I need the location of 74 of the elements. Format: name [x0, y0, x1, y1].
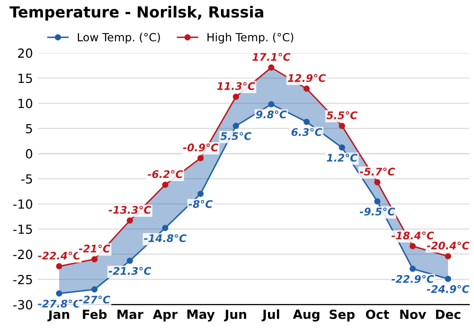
point: [410, 266, 416, 272]
point: [91, 256, 98, 262]
data-label: 12.9°C: [288, 74, 326, 82]
point: [338, 122, 346, 130]
point: [304, 118, 310, 126]
data-label: -20.4°C: [426, 242, 470, 250]
data-label: -9.5°C: [360, 208, 396, 216]
x-tick-label: Mar: [117, 310, 144, 320]
data-label: 1.2°C: [326, 154, 358, 162]
point: [444, 276, 452, 282]
x-tick-label: Jun: [224, 310, 246, 322]
point: [56, 290, 62, 297]
point: [444, 253, 452, 260]
data-label: -0.9°C: [183, 143, 218, 152]
data-label: -21°C: [78, 244, 110, 253]
x-tick-label: Feb: [82, 309, 107, 320]
data-label: -8°C: [188, 200, 213, 208]
y-tick-label: -10: [13, 199, 32, 209]
x-tick-label: Jul: [262, 309, 280, 322]
point: [338, 144, 346, 151]
point: [197, 154, 204, 162]
point: [126, 258, 133, 264]
data-label: -22.9°C: [392, 274, 434, 283]
point: [91, 286, 98, 293]
y-tick-label: 20: [18, 48, 32, 58]
data-label: -5.7°C: [360, 168, 396, 176]
data-label: 11.3°C: [217, 82, 256, 90]
data-label: -24.9°C: [426, 285, 470, 294]
x-tick-label: Sep: [330, 310, 355, 322]
y-tick-label: 5: [26, 124, 32, 134]
data-label: -22.4°C: [38, 252, 80, 260]
x-tick-label: May: [187, 310, 215, 322]
point: [304, 86, 310, 92]
y-tick-label: -25: [13, 274, 32, 284]
y-tick-label: -20: [13, 250, 32, 260]
data-label: -27.8°C: [38, 300, 80, 308]
data-label: 9.8°C: [256, 110, 287, 118]
point: [126, 217, 133, 224]
point: [232, 94, 240, 100]
data-label: -21.3°C: [108, 266, 152, 275]
data-label: -18.4°C: [392, 232, 434, 240]
data-label: -14.8°C: [144, 234, 187, 242]
data-label: 17.1°C: [252, 52, 290, 61]
legend-label: Low Temp. (°C): [78, 32, 160, 44]
y-tick-label: 0: [26, 149, 32, 159]
y-tick-label: 10: [18, 98, 32, 108]
point: [232, 122, 240, 130]
point: [268, 101, 274, 108]
point: [374, 198, 380, 205]
x-tick-label: Jan: [47, 310, 70, 322]
data-label: 6.3°C: [291, 128, 322, 136]
x-tick-label: Apr: [152, 310, 178, 322]
data-label: -6.2°C: [148, 170, 183, 178]
point: [56, 263, 62, 270]
x-tick-label: Oct: [366, 310, 390, 320]
point: [162, 224, 168, 232]
y-tick-label: 15: [18, 74, 32, 84]
point: [268, 64, 274, 71]
y-tick-label: -5: [21, 174, 32, 184]
y-tick-label: -30: [13, 300, 32, 310]
x-tick-label: Nov: [400, 310, 426, 320]
chart-title: Temperature - Norilsk, Russia: [10, 6, 264, 21]
data-label: 5.5°C: [220, 132, 252, 140]
point: [197, 190, 204, 197]
point: [162, 182, 168, 188]
data-label: -27°C: [78, 296, 110, 304]
legend-label: High Temp. (°C): [208, 32, 294, 44]
x-tick-label: Dec: [436, 310, 460, 320]
x-tick-label: Aug: [292, 310, 320, 322]
point: [410, 243, 416, 250]
y-tick-label: -15: [13, 224, 32, 234]
data-label: 5.5°C: [326, 111, 358, 120]
data-label: -13.3°C: [108, 206, 152, 214]
point: [374, 179, 380, 186]
